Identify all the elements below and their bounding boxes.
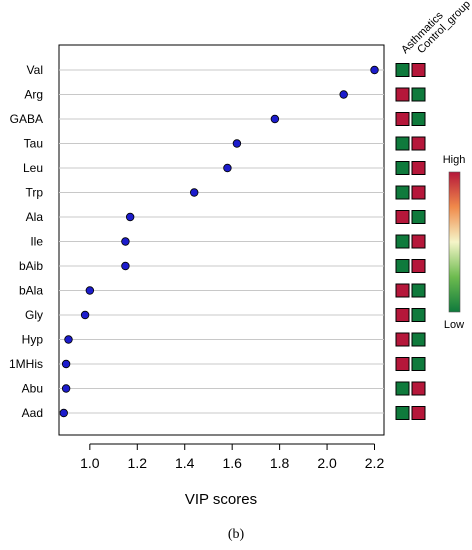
category-label: Ile <box>30 235 43 249</box>
heatmap-cells <box>395 63 426 420</box>
data-point <box>121 261 130 271</box>
heatmap-cell <box>411 112 426 126</box>
heatmap-cell <box>411 161 426 175</box>
category-label: Arg <box>24 88 43 102</box>
plot-frame <box>58 44 385 436</box>
category-label: bAla <box>19 284 43 298</box>
category-label: GABA <box>10 112 43 126</box>
heatmap-cell <box>395 161 410 175</box>
category-labels: Val Arg GABA Tau Leu Trp Ala Ile bAib bAla Gly Hyp 1… <box>9 63 43 420</box>
x-tick-label: 1.8 <box>270 455 290 471</box>
data-point <box>59 408 68 418</box>
heatmap-cell <box>411 136 426 151</box>
category-label: Abu <box>22 382 43 396</box>
heatmap-cell <box>395 185 410 200</box>
data-point <box>190 188 199 197</box>
category-label: Trp <box>25 186 43 200</box>
data-point <box>370 65 379 75</box>
x-axis-ticks: 1.0 1.2 1.4 1.6 1.8 2.0 2.2 <box>80 443 385 471</box>
heatmap-cell <box>411 283 426 298</box>
heatmap-cell <box>395 357 410 371</box>
heatmap-cell <box>411 87 426 102</box>
heatmap-cell <box>395 63 410 77</box>
category-label: Aad <box>22 406 43 420</box>
heatmap-cell <box>395 406 410 420</box>
data-point <box>85 286 95 295</box>
heatmap-cell <box>411 210 426 224</box>
legend-high-label: High <box>443 154 466 166</box>
data-point <box>270 114 280 124</box>
category-label: Ala <box>26 210 44 224</box>
heatmap-cell <box>411 308 426 322</box>
heatmap-cell <box>395 210 410 224</box>
heatmap-cell <box>411 185 426 200</box>
heatmap-cell <box>411 234 426 249</box>
heatmap-cell <box>395 308 410 322</box>
x-tick-label: 2.2 <box>365 455 385 471</box>
heatmap-cell <box>411 332 426 347</box>
category-label: Gly <box>25 308 43 322</box>
x-tick-label: 2.0 <box>317 455 337 471</box>
heatmap-cell <box>395 87 410 102</box>
heatmap-cell <box>411 63 426 77</box>
data-point <box>232 139 242 148</box>
x-tick-label: 1.4 <box>175 455 195 471</box>
data-point <box>121 237 130 246</box>
heatmap-cell <box>411 357 426 371</box>
data-points <box>59 65 379 418</box>
category-label: 1MHis <box>9 357 43 371</box>
heatmap-cell <box>411 381 426 396</box>
heatmap-cell <box>395 136 410 151</box>
heatmap-cell <box>395 259 410 273</box>
legend-low-label: Low <box>444 319 464 331</box>
color-legend-bar <box>448 171 461 313</box>
category-label: Leu <box>23 161 43 175</box>
heatmap-cell <box>395 112 410 126</box>
heatmap-cell <box>395 283 410 298</box>
heatmap-cell <box>411 259 426 273</box>
heatmap-cell <box>395 381 410 396</box>
data-point <box>64 335 73 344</box>
data-point <box>61 359 71 369</box>
heatmap-cell <box>411 406 426 420</box>
heatmap-cell <box>395 332 410 347</box>
data-point <box>339 90 348 99</box>
x-tick-label: 1.6 <box>222 455 242 471</box>
data-point <box>80 310 90 320</box>
heatmap-cell <box>395 234 410 249</box>
data-point <box>125 212 135 222</box>
category-label: Tau <box>24 137 43 151</box>
data-point <box>61 384 71 393</box>
x-tick-label: 1.2 <box>128 455 148 471</box>
category-label: Val <box>27 63 43 77</box>
x-tick-label: 1.0 <box>80 455 100 471</box>
category-label: bAib <box>19 259 43 273</box>
x-axis-label: VIP scores <box>185 491 257 508</box>
figure-caption: (b) <box>227 527 245 542</box>
data-point <box>223 163 232 173</box>
grid-lines <box>59 69 384 414</box>
category-label: Hyp <box>22 333 44 347</box>
